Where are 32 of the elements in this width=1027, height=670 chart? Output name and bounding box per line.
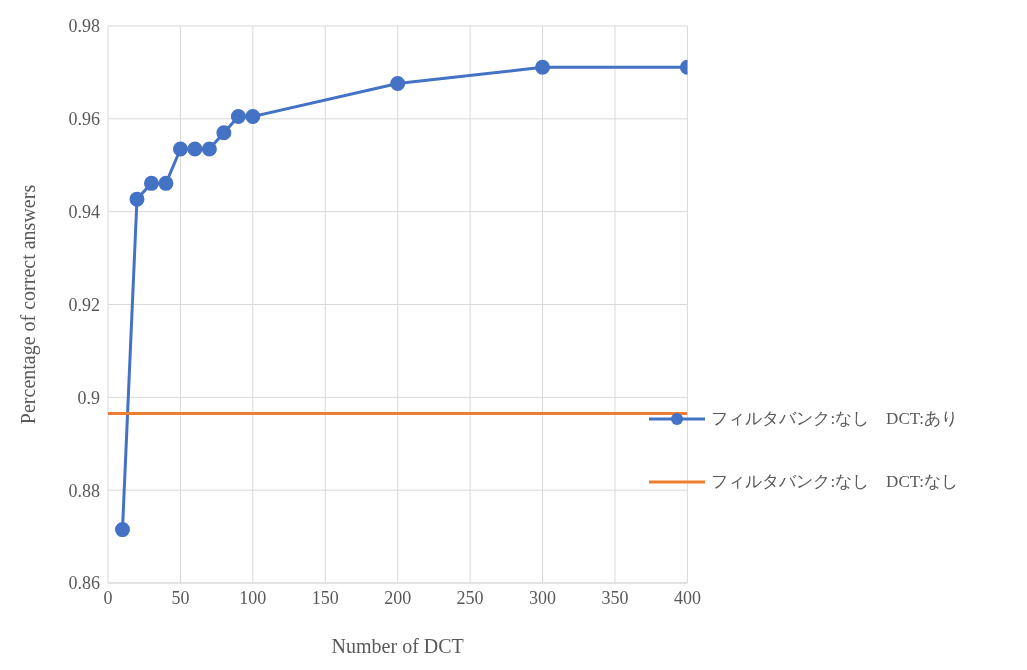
- point: [535, 59, 551, 75]
- x-tick-label: 0: [103, 587, 113, 608]
- y-tick-label: 0.92: [68, 294, 100, 315]
- point: [245, 109, 261, 125]
- x-tick-label: 350: [601, 587, 629, 608]
- y-tick-label: 0.88: [68, 480, 100, 501]
- point: [158, 175, 174, 191]
- x-tick-label: 150: [311, 587, 339, 608]
- x-tick-label: 200: [384, 587, 412, 608]
- y-axis-title: Percentage of correct answers: [17, 184, 41, 425]
- point: [216, 125, 232, 141]
- point: [230, 109, 246, 125]
- y-tick-label: 0.98: [68, 16, 100, 37]
- x-tick-label: 50: [171, 587, 190, 608]
- point: [114, 522, 130, 538]
- x-tick-label: 100: [239, 587, 267, 608]
- point: [201, 141, 217, 157]
- point: [129, 191, 145, 207]
- y-tick-label: 0.86: [68, 573, 100, 594]
- x-tick-label: 300: [529, 587, 557, 608]
- point: [187, 141, 203, 157]
- x-tick-label: 250: [456, 587, 484, 608]
- y-tick-label: 0.96: [68, 109, 100, 130]
- y-tick-label: 0.94: [68, 202, 100, 223]
- legend-label: フィルタバンク:なし DCT:なし: [711, 471, 958, 493]
- point: [143, 175, 159, 191]
- point: [172, 141, 188, 157]
- x-tick-label: 400: [673, 587, 701, 608]
- y-tick-label: 0.9: [77, 387, 100, 408]
- x-axis-title: Number of DCT: [331, 635, 464, 657]
- legend-label: フィルタバンク:なし DCT:あり: [711, 408, 958, 430]
- point: [390, 76, 406, 92]
